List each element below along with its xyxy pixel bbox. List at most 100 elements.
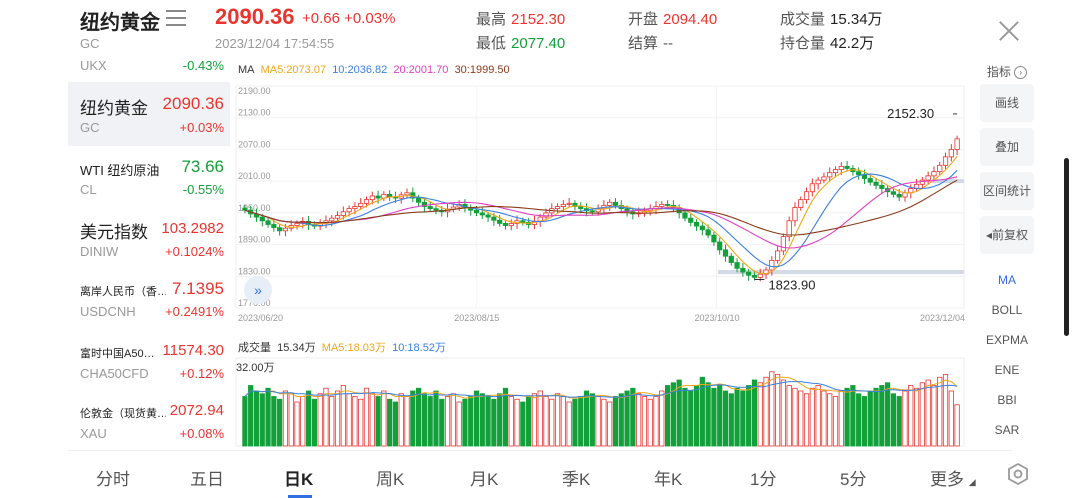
- tab-five-day[interactable]: 五日: [190, 470, 224, 489]
- candle-body: [844, 165, 850, 169]
- instrument-title: 纽约黄金: [80, 12, 160, 34]
- volume-bar: [838, 390, 844, 447]
- candle-body: [282, 227, 289, 232]
- candle-body: [827, 172, 833, 178]
- candle-body: [821, 176, 827, 181]
- indicator-ene[interactable]: ENE: [994, 363, 1020, 377]
- overlay-button[interactable]: 叠加: [980, 128, 1034, 166]
- resistance-band: [932, 179, 964, 184]
- time-axis-label: 2023/12/04: [920, 313, 965, 323]
- volume-bar: [659, 390, 665, 447]
- candle-body: [798, 199, 804, 208]
- tab-yearly-k[interactable]: 年K: [654, 470, 683, 489]
- candle-body: [427, 206, 433, 210]
- volume-bar: [746, 385, 752, 447]
- volume-bar: [473, 390, 480, 447]
- candle-body: [746, 271, 752, 276]
- volume-bar: [334, 390, 341, 447]
- volume-bar: [688, 390, 694, 447]
- close-icon[interactable]: [996, 18, 1022, 44]
- volume-axis-max: 32.00万: [236, 362, 275, 374]
- candle-body: [659, 203, 665, 207]
- volume-bar: [873, 387, 879, 447]
- volume-bar: [705, 382, 711, 447]
- draw-line-button[interactable]: 画线: [980, 84, 1034, 122]
- volume-bar: [444, 396, 451, 447]
- watchlist-item-diniw[interactable]: 美元指数 103.2982 DINIW +0.1024%: [80, 220, 224, 259]
- volume-bar: [780, 379, 786, 447]
- volume-bar: [699, 376, 705, 447]
- watchlist-item-gc[interactable]: 纽约黄金 2090.36 GC +0.03%: [68, 82, 230, 146]
- volume-bar: [803, 393, 810, 447]
- candle-body: [682, 212, 688, 219]
- volume-bar: [769, 371, 775, 447]
- volume-bar: [288, 393, 294, 447]
- volume-bar: [786, 385, 792, 447]
- watchlist-item-xau[interactable]: 伦敦金（现货黄… 2072.94 XAU +0.08%: [80, 402, 224, 441]
- tab-more[interactable]: 更多 ◢: [930, 470, 976, 489]
- candle-body: [740, 267, 746, 273]
- volume-bar: [601, 398, 607, 447]
- candle-body: [346, 208, 352, 213]
- candle-body: [473, 209, 480, 214]
- settings-icon[interactable]: [1006, 462, 1030, 486]
- low-annotation: 1823.90: [768, 278, 815, 293]
- volume-bar: [363, 387, 370, 447]
- indicator-boll[interactable]: BOLL: [991, 303, 1023, 317]
- volume-bar: [468, 396, 474, 447]
- menu-icon[interactable]: [166, 10, 186, 28]
- volume-bar: [491, 398, 497, 447]
- candle-body: [612, 201, 619, 206]
- candle-body: [693, 221, 700, 227]
- candle-body: [485, 214, 491, 218]
- watchlist-item-cha50cfd[interactable]: 富时中国A50… 11574.30 CHA50CFD +0.12%: [80, 342, 224, 381]
- candle-body: [925, 175, 931, 181]
- indicator-ma[interactable]: MA: [998, 273, 1016, 287]
- candle-body: [369, 195, 375, 201]
- tab-intraday[interactable]: 分时: [96, 470, 130, 489]
- scrollbar[interactable]: [1064, 158, 1069, 336]
- volume-bar: [867, 390, 873, 447]
- volume-bar: [578, 396, 584, 447]
- volume-bar: [398, 393, 404, 447]
- candle-body: [711, 234, 717, 243]
- volume-bar: [763, 376, 769, 447]
- volume-bar: [595, 396, 601, 447]
- candle-body: [479, 212, 485, 216]
- candle-body: [879, 184, 885, 189]
- candle-body: [421, 201, 427, 207]
- kline-chart-area[interactable]: MA MA5:2073.07 10:2036.82 20:2001.70 30:…: [232, 58, 976, 450]
- volume-bar: [537, 390, 543, 447]
- indicator-settings[interactable]: 指标 ›: [976, 63, 1038, 80]
- candle-body: [334, 215, 341, 219]
- candle-body: [265, 220, 271, 225]
- volume-bar: [798, 390, 804, 447]
- tab-daily-k[interactable]: 日K: [284, 470, 314, 489]
- tab-weekly-k[interactable]: 周K: [376, 470, 405, 489]
- tab-5min[interactable]: 5分: [840, 470, 867, 489]
- volume-bar: [549, 398, 555, 447]
- indicator-expma[interactable]: EXPMA: [985, 333, 1028, 347]
- time-axis-label: 2023/10/10: [694, 313, 739, 323]
- volume-bar: [647, 398, 653, 447]
- expand-sidebar-button[interactable]: »: [244, 276, 272, 304]
- volume-bar: [850, 385, 856, 447]
- indicator-bbi[interactable]: BBI: [997, 393, 1017, 407]
- candle-body: [931, 171, 937, 177]
- stat-low: 最低 2077.40: [476, 35, 566, 52]
- tab-quarterly-k[interactable]: 季K: [562, 470, 591, 489]
- volume-bar: [809, 387, 815, 447]
- tab-1min[interactable]: 1分: [750, 470, 777, 489]
- watchlist-item-ukx[interactable]: UKX -0.43%: [80, 58, 224, 73]
- tab-monthly-k[interactable]: 月K: [470, 470, 499, 489]
- forward-adjust-button[interactable]: ◂前复权: [980, 216, 1034, 254]
- candle-body: [867, 178, 873, 183]
- watchlist-item-cl[interactable]: WTI 纽约原油 73.66 CL -0.55%: [80, 157, 224, 197]
- range-stats-button[interactable]: 区间统计: [980, 172, 1034, 210]
- candle-body: [809, 183, 815, 193]
- volume-bar: [311, 398, 317, 447]
- indicator-sar[interactable]: SAR: [994, 423, 1020, 437]
- candle-body: [948, 149, 954, 158]
- volume-bar: [305, 390, 312, 447]
- watchlist-item-usdcnh[interactable]: 离岸人民币（香… 7.1395 USDCNH +0.2491%: [80, 279, 224, 319]
